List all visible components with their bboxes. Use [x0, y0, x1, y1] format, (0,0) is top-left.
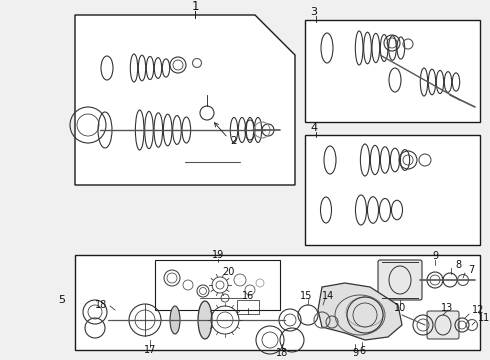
Bar	[75, 255, 480, 350]
Text: 7: 7	[468, 265, 474, 275]
Text: 5: 5	[58, 295, 65, 305]
Text: 16: 16	[242, 291, 254, 301]
Text: 10: 10	[394, 303, 406, 313]
Text: 6: 6	[359, 346, 365, 356]
Text: 14: 14	[322, 291, 334, 301]
Text: 17: 17	[144, 345, 156, 355]
Bar	[237, 300, 259, 314]
Text: 19: 19	[212, 250, 224, 260]
Text: 13: 13	[441, 303, 453, 313]
Text: 15: 15	[299, 291, 312, 301]
Text: 18: 18	[95, 300, 107, 310]
FancyBboxPatch shape	[427, 311, 459, 339]
Text: 20: 20	[222, 267, 234, 277]
Text: 9: 9	[432, 251, 438, 261]
Text: 2: 2	[231, 136, 237, 146]
Text: 12: 12	[472, 305, 485, 315]
Text: 4: 4	[310, 123, 317, 133]
Ellipse shape	[198, 301, 212, 339]
FancyBboxPatch shape	[378, 260, 422, 300]
Bar	[305, 20, 480, 122]
Text: 9: 9	[352, 348, 358, 358]
Bar	[155, 260, 280, 310]
Text: 18: 18	[276, 348, 288, 358]
Text: 1: 1	[191, 0, 199, 13]
Ellipse shape	[170, 306, 180, 334]
Text: 3: 3	[310, 7, 317, 17]
Text: 8: 8	[455, 260, 461, 270]
Polygon shape	[318, 283, 402, 340]
Polygon shape	[75, 15, 295, 185]
Bar	[305, 135, 480, 245]
Text: 11: 11	[478, 313, 490, 323]
